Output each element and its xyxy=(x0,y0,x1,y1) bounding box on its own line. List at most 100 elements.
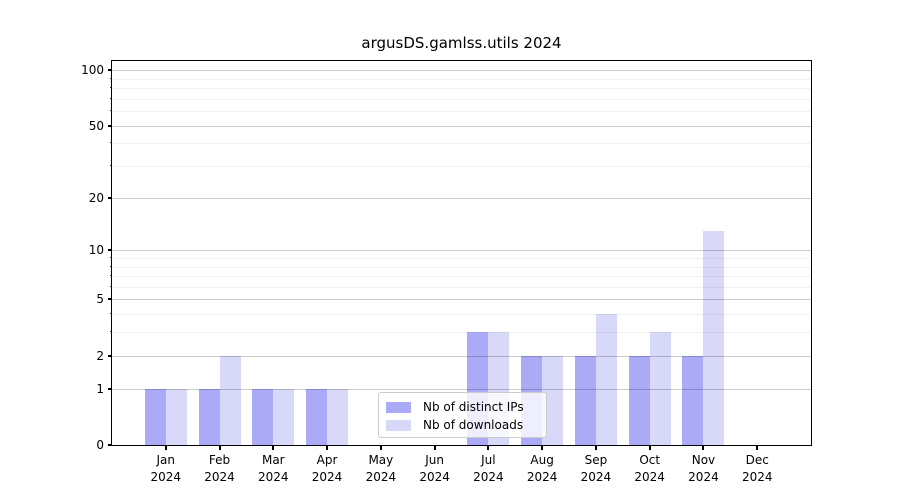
minor-gridline xyxy=(112,266,811,268)
y-axis-tick-label: 0 xyxy=(96,438,104,452)
y-axis-tick-label: 100 xyxy=(81,63,104,78)
minor-gridline xyxy=(112,111,811,113)
x-axis-tick-mark xyxy=(487,446,490,450)
bar-downloads xyxy=(273,388,295,445)
x-axis-tick-label: May 2024 xyxy=(351,452,411,486)
y-axis-tick-label: 2 xyxy=(96,348,104,363)
x-axis-tick-label: Mar 2024 xyxy=(243,452,303,486)
x-axis-tick-mark xyxy=(379,446,382,450)
minor-gridline xyxy=(112,88,811,90)
y-axis-tick-mark xyxy=(108,196,112,199)
major-gridline xyxy=(112,70,811,72)
y-axis-tick-mark xyxy=(108,387,112,390)
y-axis-tick-mark xyxy=(108,249,112,252)
minor-gridline xyxy=(112,314,811,316)
x-axis-tick-mark xyxy=(164,446,167,450)
x-axis-tick-label: Jun 2024 xyxy=(405,452,465,486)
bar-downloads xyxy=(327,388,349,445)
y-axis-tick-label: 10 xyxy=(88,243,104,258)
major-gridline xyxy=(112,388,811,390)
y-axis-tick-label: 1 xyxy=(96,381,104,396)
bar-downloads xyxy=(649,332,671,445)
legend-swatch-distinct-ips xyxy=(386,401,411,413)
bar-downloads xyxy=(542,355,564,445)
x-tick-year: 2024 xyxy=(258,470,289,484)
x-tick-month: Apr xyxy=(316,453,338,467)
x-axis-tick-mark xyxy=(702,446,705,450)
bar-distinct-ips xyxy=(306,388,328,445)
x-tick-month: Sep xyxy=(584,453,608,467)
minor-gridline xyxy=(112,332,811,334)
x-axis-tick-label: Nov 2024 xyxy=(673,452,733,486)
x-tick-year: 2024 xyxy=(150,470,182,484)
x-axis-tick-label: Dec 2024 xyxy=(727,452,787,486)
major-gridline xyxy=(112,250,811,252)
legend-row-distinct-ips: Nb of distinct IPs xyxy=(386,398,538,416)
x-tick-month: Oct xyxy=(639,453,661,467)
x-tick-year: 2024 xyxy=(204,470,235,484)
bar-downloads xyxy=(595,314,617,445)
bar-distinct-ips xyxy=(628,355,650,445)
x-tick-month: Nov xyxy=(691,453,716,467)
x-tick-month: Dec xyxy=(745,453,769,467)
minor-gridline xyxy=(112,276,811,278)
legend: Nb of distinct IPs Nb of downloads xyxy=(378,392,547,438)
minor-gridline xyxy=(112,257,811,259)
x-tick-year: 2024 xyxy=(688,470,719,484)
minor-gridline xyxy=(112,166,811,168)
x-tick-year: 2024 xyxy=(311,470,343,484)
major-gridline xyxy=(112,125,811,127)
bar-distinct-ips xyxy=(682,355,704,445)
legend-label-downloads: Nb of downloads xyxy=(423,418,524,432)
x-axis-tick-label: Jul 2024 xyxy=(458,452,518,486)
x-tick-year: 2024 xyxy=(365,470,397,484)
major-gridline xyxy=(112,197,811,199)
bar-distinct-ips xyxy=(144,388,166,445)
y-axis-tick-label: 20 xyxy=(88,190,104,205)
x-axis-tick-label: Jan 2024 xyxy=(136,452,196,486)
y-axis-tick-mark xyxy=(108,124,112,127)
minor-gridline xyxy=(112,286,811,288)
x-tick-month: Jul xyxy=(481,453,496,467)
x-axis-tick-mark xyxy=(756,446,759,450)
minor-gridline xyxy=(112,78,811,80)
x-axis-tick-mark xyxy=(541,446,544,450)
x-tick-month: Aug xyxy=(530,453,554,467)
x-tick-month: Feb xyxy=(208,453,231,467)
y-axis-tick-mark xyxy=(108,354,112,357)
y-axis-tick-mark xyxy=(108,69,112,72)
bar-distinct-ips xyxy=(198,388,220,445)
x-axis-tick-mark xyxy=(326,446,329,450)
major-gridline xyxy=(112,355,811,357)
x-tick-year: 2024 xyxy=(419,470,450,484)
x-tick-month: Mar xyxy=(261,453,285,467)
bar-distinct-ips xyxy=(252,388,274,445)
x-tick-year: 2024 xyxy=(473,470,504,484)
x-tick-month: May xyxy=(368,453,394,467)
y-axis-tick-mark xyxy=(108,444,112,446)
x-axis-tick-mark xyxy=(594,446,597,450)
x-tick-year: 2024 xyxy=(580,470,612,484)
bar-downloads xyxy=(703,230,725,445)
bar-downloads xyxy=(219,355,241,445)
grid-layer xyxy=(112,61,811,445)
chart-title: argusDS.gamlss.utils 2024 xyxy=(361,34,562,52)
x-tick-year: 2024 xyxy=(526,470,558,484)
x-axis-tick-label: Feb 2024 xyxy=(190,452,250,486)
major-gridline xyxy=(112,299,811,301)
y-axis-tick-label: 50 xyxy=(88,118,104,133)
legend-label-distinct-ips: Nb of distinct IPs xyxy=(423,400,524,414)
bar-distinct-ips xyxy=(574,355,596,445)
x-tick-year: 2024 xyxy=(634,470,665,484)
x-axis-tick-label: Oct 2024 xyxy=(620,452,680,486)
legend-row-downloads: Nb of downloads xyxy=(386,416,538,434)
x-axis-tick-label: Sep 2024 xyxy=(566,452,626,486)
x-axis-tick-mark xyxy=(433,446,436,450)
x-axis-tick-label: Aug 2024 xyxy=(512,452,572,486)
x-tick-year: 2024 xyxy=(741,470,773,484)
minor-gridline xyxy=(112,143,811,145)
x-axis-tick-mark xyxy=(218,446,221,450)
y-axis-tick-label: 5 xyxy=(96,292,104,307)
y-axis-tick-mark xyxy=(108,298,112,301)
